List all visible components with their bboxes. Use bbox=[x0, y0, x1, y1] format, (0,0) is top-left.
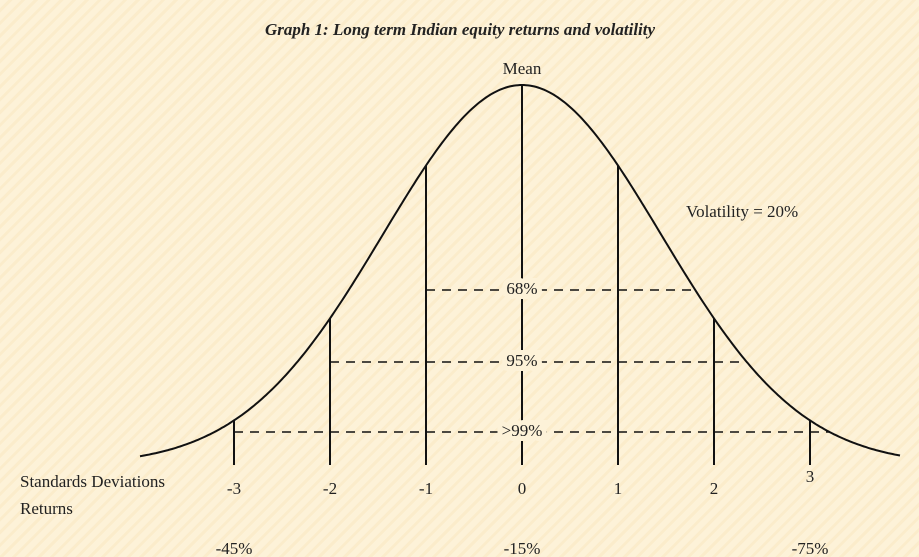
title: Graph 1: Long term Indian equity returns… bbox=[265, 20, 656, 39]
returns-label: Returns bbox=[20, 499, 73, 518]
mean-label: Mean bbox=[503, 59, 542, 78]
sd-tick: -3 bbox=[227, 479, 241, 498]
sd-tick: -1 bbox=[419, 479, 433, 498]
sd-tick: 1 bbox=[614, 479, 623, 498]
band-label: 68% bbox=[506, 279, 537, 298]
sd-label: Standards Deviations bbox=[20, 472, 165, 491]
return-label: -45% bbox=[216, 539, 253, 557]
band-label: 95% bbox=[506, 351, 537, 370]
sd-tick: 3 bbox=[806, 467, 815, 486]
sd-tick: 2 bbox=[710, 479, 719, 498]
curve bbox=[139, 84, 901, 458]
return-label: -75% bbox=[792, 539, 829, 557]
band-label: >99% bbox=[502, 421, 543, 440]
sd-tick: -2 bbox=[323, 479, 337, 498]
return-label: -15% bbox=[504, 539, 541, 557]
sd-tick: 0 bbox=[518, 479, 527, 498]
volatility-label: Volatility = 20% bbox=[686, 202, 798, 221]
